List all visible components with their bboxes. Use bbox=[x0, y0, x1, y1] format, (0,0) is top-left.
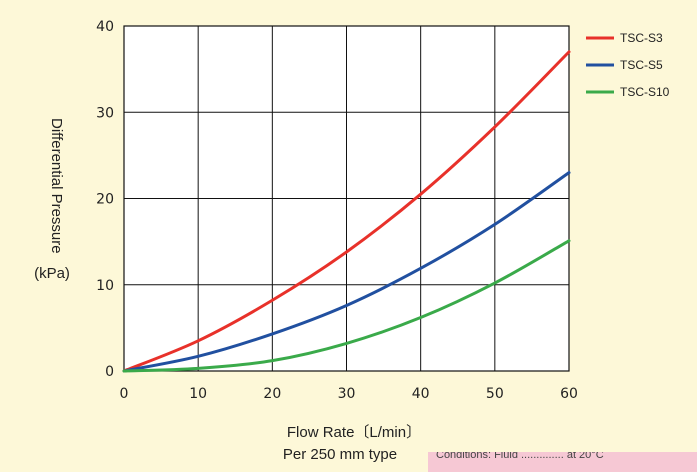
grid bbox=[124, 26, 569, 371]
y-axis-title: Differential Pressure bbox=[48, 118, 65, 254]
x-axis-title: Flow Rate〔L/min〕 bbox=[287, 424, 421, 441]
x-tick-label: 30 bbox=[338, 386, 356, 402]
conditions-note: Conditions: Fluid .............. at 20°C bbox=[428, 452, 697, 472]
y-tick-label: 0 bbox=[105, 364, 114, 380]
y-tick-label: 30 bbox=[96, 105, 114, 121]
y-tick-label: 20 bbox=[96, 192, 114, 208]
legend-label-tsc-s5: TSC-S5 bbox=[620, 58, 663, 72]
y-tick-labels: 0 10 20 30 40 bbox=[96, 19, 114, 380]
x-tick-label: 40 bbox=[412, 386, 430, 402]
conditions-note-text: Conditions: Fluid .............. at 20°C bbox=[436, 452, 604, 461]
series-line-tsc-s3 bbox=[122, 50, 571, 373]
x-tick-label: 0 bbox=[120, 386, 129, 402]
series-line-tsc-s10 bbox=[122, 239, 571, 373]
x-tick-label: 60 bbox=[560, 386, 578, 402]
y-tick-label: 10 bbox=[96, 278, 114, 294]
x-tick-label: 20 bbox=[263, 386, 281, 402]
x-axis-note: Per 250 mm type bbox=[283, 446, 397, 463]
x-tick-label: 10 bbox=[189, 386, 207, 402]
legend: TSC-S3 TSC-S5 TSC-S10 bbox=[586, 31, 670, 99]
y-tick-label: 40 bbox=[96, 19, 114, 35]
series-line-tsc-s5 bbox=[122, 171, 571, 373]
plot-frame bbox=[123, 25, 570, 372]
x-tick-labels: 0 10 20 30 40 50 60 bbox=[120, 386, 578, 402]
x-tick-label: 50 bbox=[486, 386, 504, 402]
y-axis-unit: (kPa) bbox=[34, 265, 70, 282]
series-group bbox=[122, 50, 571, 373]
legend-label-tsc-s3: TSC-S3 bbox=[620, 31, 663, 45]
legend-label-tsc-s10: TSC-S10 bbox=[620, 85, 670, 99]
